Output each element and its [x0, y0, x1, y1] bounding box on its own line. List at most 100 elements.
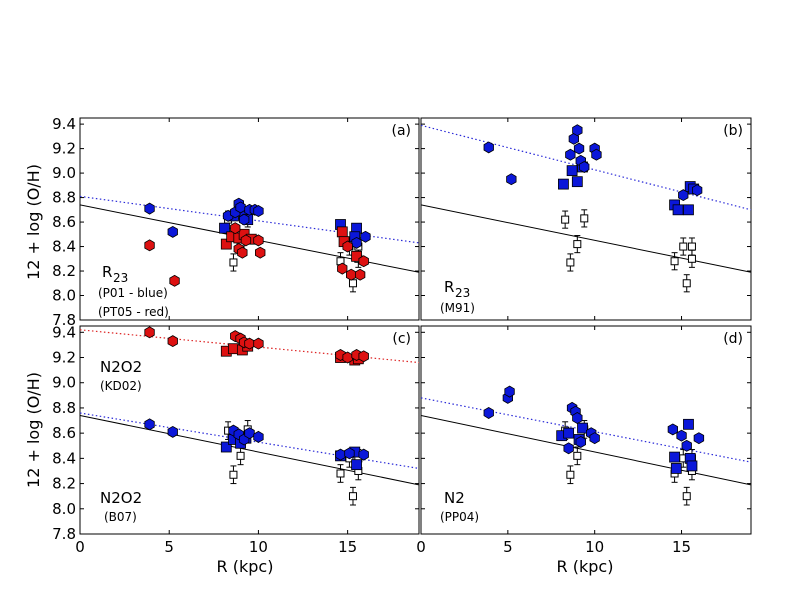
hexagon-point-red — [342, 351, 353, 364]
hexagon-point-red — [169, 274, 180, 287]
hexagon-point-red — [240, 234, 252, 247]
x-tick-label: 0 — [75, 538, 85, 556]
calibration-label: (M91) — [440, 301, 475, 315]
y-tick-label: 9.4 — [52, 115, 76, 133]
square-point-blue — [672, 204, 684, 216]
hexagon-point-blue — [589, 432, 600, 445]
open-square-point — [229, 470, 238, 479]
hexagon-point-red — [342, 240, 353, 253]
method-label: R — [102, 263, 112, 281]
square-point-blue — [670, 463, 682, 474]
calibration-label: (KD02) — [100, 379, 142, 393]
hexagon-point-blue — [693, 432, 705, 445]
square-point-blue — [683, 418, 694, 430]
plot-area — [421, 385, 751, 506]
open-square-point — [682, 279, 691, 288]
open-square-point — [236, 451, 245, 460]
open-square-point — [687, 242, 696, 251]
y-tick-label: 7.8 — [52, 525, 76, 543]
hexagon-point-blue — [335, 448, 346, 461]
y-axis-label-top: 12 + log (O/H) — [24, 164, 43, 280]
dotted-fit-line-blue — [421, 124, 751, 211]
solid-fit-line — [421, 204, 751, 273]
x-axis-label-left: R (kpc) — [217, 557, 274, 576]
hexagon-point-blue — [579, 161, 590, 173]
open-square-point — [687, 254, 696, 263]
open-square-point — [566, 258, 575, 267]
calibration-label: (PT05 - red) — [98, 305, 169, 319]
x-tick-label: 15 — [672, 538, 691, 556]
y-tick-label: 8.2 — [52, 475, 76, 493]
plot-area — [80, 195, 419, 293]
y-tick-label: 9.2 — [52, 140, 76, 158]
y-tick-label: 9.0 — [52, 164, 76, 182]
y-tick-label: 8.6 — [52, 213, 76, 231]
open-square-point — [573, 451, 582, 460]
hexagon-point-blue — [235, 201, 246, 214]
panel-frame — [420, 325, 752, 535]
open-square-point — [670, 257, 679, 266]
hexagon-point-blue — [144, 418, 155, 431]
open-square-point — [348, 279, 357, 288]
hexagon-point-blue — [167, 225, 178, 238]
hexagon-point-blue — [239, 213, 250, 226]
square-point-red — [228, 343, 239, 355]
calibration-label: (B07) — [104, 510, 137, 524]
calibration-label: (P01 - blue) — [98, 286, 168, 300]
open-square-point — [573, 240, 582, 249]
open-square-point — [679, 242, 688, 251]
square-point-blue — [669, 451, 680, 463]
panel-a: 7.8 8.0 8.2 8.4 8.6 8.8 9.0 9.2 9.4 (a) R 23(P01 - … — [52, 115, 420, 329]
hexagon-point-red — [337, 262, 348, 275]
square-point-red — [351, 250, 362, 262]
y-tick-label: 8.4 — [52, 449, 76, 467]
hexagon-point-blue — [572, 124, 583, 137]
square-point-blue — [351, 459, 362, 471]
dotted-fit-line-red — [80, 329, 419, 364]
y-tick-label: 7.8 — [52, 311, 76, 329]
solid-fit-line — [80, 415, 419, 486]
square-point-blue — [558, 178, 569, 190]
hexagon-point-blue — [144, 202, 155, 215]
method-subscript: 23 — [113, 271, 128, 285]
hexagon-point-blue — [575, 436, 586, 448]
hexagon-point-red — [144, 326, 155, 339]
square-point-blue — [686, 460, 698, 472]
x-tick-label: 15 — [338, 538, 357, 556]
hexagon-point-blue — [358, 448, 369, 461]
hexagon-point-blue — [167, 425, 178, 438]
panel-label: (b) — [723, 123, 743, 139]
hexagon-point-blue — [692, 184, 703, 197]
hexagon-point-blue — [506, 173, 517, 186]
hexagon-point-red — [230, 222, 241, 235]
y-tick-label: 8.4 — [52, 238, 76, 256]
x-tick-label: 10 — [585, 538, 604, 556]
open-square-point — [566, 470, 575, 479]
hexagon-point-blue — [351, 236, 362, 249]
hexagon-point-blue — [563, 442, 574, 455]
hexagon-point-blue — [591, 148, 602, 161]
hexagon-point-blue — [667, 423, 678, 436]
panel-frame — [79, 117, 420, 321]
hexagon-point-blue — [572, 412, 583, 424]
open-square-point — [682, 492, 691, 501]
open-square-point — [336, 469, 345, 478]
y-tick-label: 9.0 — [52, 374, 76, 392]
calibration-label: (PP04) — [440, 510, 479, 524]
y-tick-label: 8.2 — [52, 262, 76, 280]
y-tick-label: 8.0 — [52, 287, 76, 305]
panel-d: 0 5 10 15 (d) N2 (PP04) — [416, 325, 752, 556]
hexagon-point-blue — [483, 407, 494, 419]
y-tick-label: 8.0 — [52, 500, 76, 518]
y-tick-label: 9.2 — [52, 349, 76, 367]
square-point-blue — [577, 422, 588, 434]
square-point-blue — [219, 222, 230, 234]
hexagon-point-red — [237, 246, 248, 259]
x-tick-label: 0 — [416, 538, 426, 556]
panel-c: 7.8 8.0 8.2 8.4 8.6 8.8 9.0 9.2 9.4 0 5 10 15 (c) N2O2… — [52, 323, 420, 556]
x-tick-label: 5 — [503, 538, 513, 556]
method-label: N2O2 — [100, 489, 142, 507]
panel-label: (c) — [392, 331, 411, 347]
panel-b: (b) R 23(M91) — [420, 117, 752, 321]
